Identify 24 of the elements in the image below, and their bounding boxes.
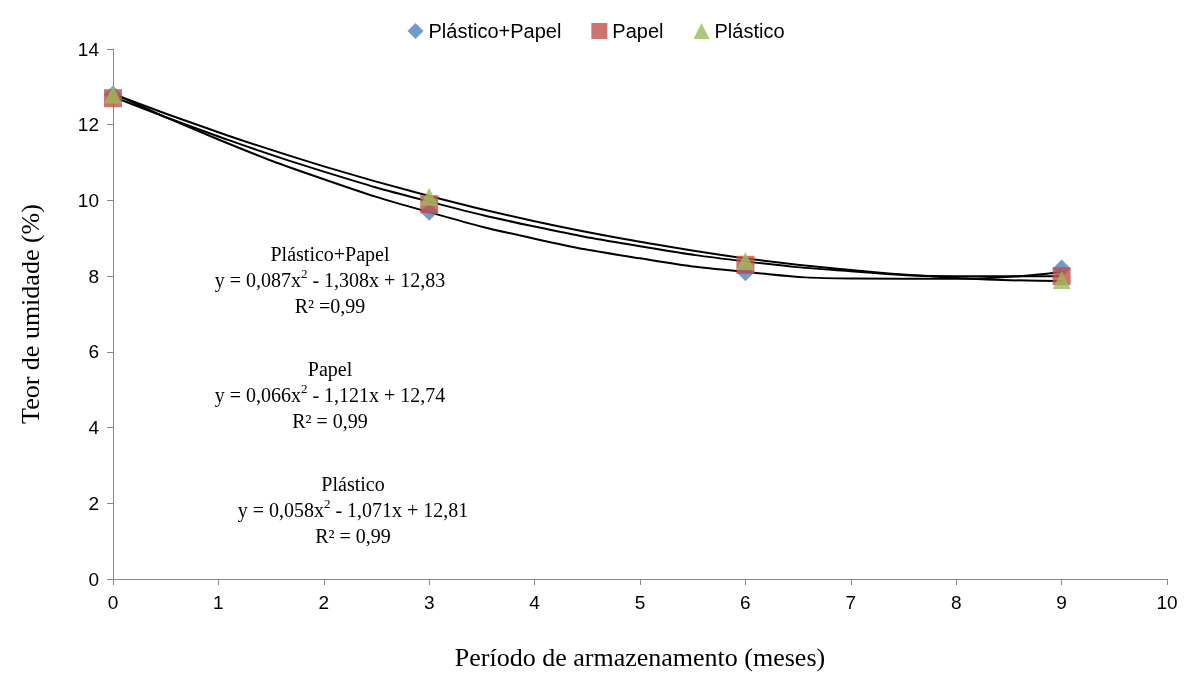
x-tick-label: 10	[1156, 592, 1178, 613]
y-tick-label: 12	[77, 114, 99, 136]
y-tick-label: 14	[77, 38, 100, 60]
legend-label: Plástico+Papel	[428, 20, 562, 42]
x-tick-label: 8	[950, 592, 962, 613]
y-tick-label: 10	[77, 189, 99, 211]
y-tick-label: 8	[88, 265, 99, 287]
x-tick-label: 5	[634, 592, 646, 613]
y-tick-label: 4	[88, 417, 100, 439]
x-tick-label: 3	[423, 592, 435, 613]
y-tick-label: 0	[88, 568, 99, 590]
legend-label: Papel	[612, 20, 664, 42]
x-axis-title: Período de armazenamento (meses)	[454, 642, 826, 672]
y-tick-label: 2	[88, 492, 99, 514]
x-tick-label: 6	[740, 592, 751, 613]
y-axis-title: Teor de umidade (%)	[15, 204, 45, 424]
x-tick-label: 2	[318, 592, 330, 613]
x-tick-label: 7	[845, 592, 857, 613]
y-tick-label: 6	[88, 341, 99, 363]
legend-label: Plástico	[714, 20, 785, 42]
x-tick-label: 0	[107, 592, 119, 613]
x-tick-label: 9	[1056, 592, 1067, 613]
x-tick-label: 1	[213, 592, 224, 613]
x-tick-label: 4	[529, 592, 541, 613]
